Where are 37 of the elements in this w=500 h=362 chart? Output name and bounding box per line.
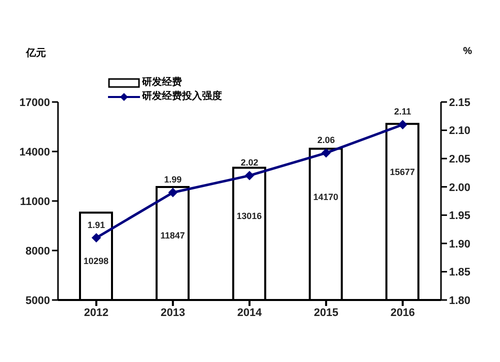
point xyxy=(398,120,408,130)
x-tick-label: 2015 xyxy=(314,306,338,319)
y-axis-title: 亿元 xyxy=(26,46,46,60)
x-tick-label: 2012 xyxy=(84,306,109,319)
data-label: 2.11 xyxy=(394,106,412,117)
y2-tick-label: 1.80 xyxy=(449,294,470,307)
y2-tick-label: 1.85 xyxy=(449,266,470,279)
data-label: 13016 xyxy=(236,211,262,222)
y2-tick-label: 1.95 xyxy=(449,210,470,222)
data-label: 2.02 xyxy=(240,158,258,168)
data-label: 14170 xyxy=(313,192,338,202)
point xyxy=(168,188,178,198)
data-label: 11847 xyxy=(160,230,185,240)
point xyxy=(245,171,254,180)
y2-tick-label: 2.05 xyxy=(449,153,470,166)
y-tick-label: 8000 xyxy=(26,245,50,258)
y2-axis-title: % xyxy=(463,46,472,57)
y-tick-label: 5000 xyxy=(26,294,50,307)
y-tick-label: 17000 xyxy=(19,96,50,109)
data-label: 1.99 xyxy=(164,174,182,185)
y-tick-label: 14000 xyxy=(19,146,50,158)
legend-label: 研发经费投入强度 xyxy=(142,90,222,104)
y2-tick-label: 1.90 xyxy=(449,238,470,250)
y2-tick-label: 2.10 xyxy=(449,125,470,138)
y2-tick-label: 2.00 xyxy=(449,182,470,194)
legend-label: 研发经费 xyxy=(142,76,182,90)
x-tick-label: 2013 xyxy=(160,306,186,319)
data-label: 15677 xyxy=(390,167,415,178)
point xyxy=(92,233,101,242)
x-tick-label: 2016 xyxy=(390,306,415,319)
y2-tick-label: 2.15 xyxy=(449,96,470,109)
y-tick-label: 11000 xyxy=(20,196,50,208)
data-label: 10298 xyxy=(83,256,109,266)
x-tick-label: 2014 xyxy=(237,306,263,319)
point xyxy=(322,148,331,158)
data-label: 2.06 xyxy=(317,134,335,145)
data-label: 1.91 xyxy=(88,220,106,230)
